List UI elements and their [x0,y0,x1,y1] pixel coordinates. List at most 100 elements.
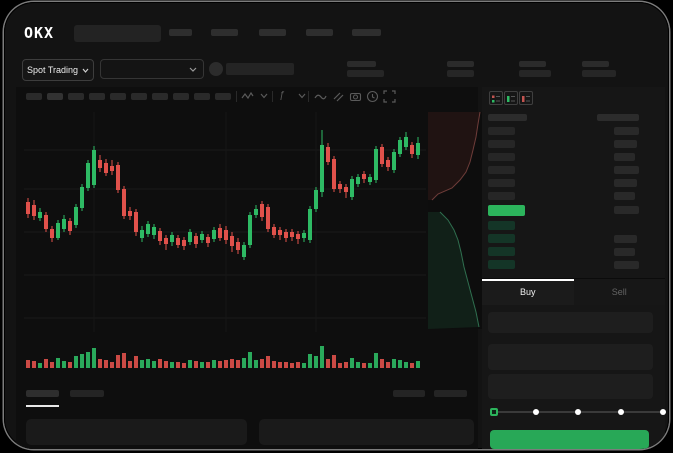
volume-bar [362,363,366,368]
candlestick-chart[interactable] [24,112,426,332]
market-type-selector[interactable]: Spot Trading [22,59,94,81]
candle-body [242,245,246,257]
candle-body [26,202,30,214]
last-price-bar[interactable] [488,205,525,216]
volume-bar [386,362,390,368]
candle-body [68,221,72,231]
tab-sell[interactable]: Sell [573,279,665,305]
timeframe-button[interactable] [215,93,231,100]
volume-bar [140,360,144,368]
candle-body [296,234,300,239]
orderbook-view-bids-icon[interactable] [504,91,518,105]
slider-stop[interactable] [532,409,539,415]
candle-body [80,187,84,208]
candle-body [200,234,204,240]
candle-body [128,211,132,216]
nav-item[interactable] [211,29,238,36]
indicators-icon[interactable]: ƒ [279,90,285,101]
okx-logo: OKX [24,24,55,42]
orderbook-amount-header [597,114,639,121]
orderbook-view-both-icon[interactable] [489,91,503,105]
volume-bar [278,362,282,368]
candle-body [152,227,156,235]
bottom-action[interactable] [434,390,467,397]
fullscreen-icon[interactable] [383,90,396,103]
nav-item[interactable] [352,29,381,36]
chevron-down-icon[interactable] [298,93,306,99]
timeframe-button[interactable] [47,93,63,100]
volume-bar [206,362,210,368]
volume-bar [26,360,30,368]
volume-bar [110,362,114,368]
price-input[interactable] [488,312,653,333]
eraser-icon[interactable] [332,90,345,103]
slider-handle[interactable] [490,408,498,416]
slider-stop[interactable] [575,409,581,415]
chevron-down-icon[interactable] [260,93,268,99]
pair-dropdown[interactable] [100,59,204,79]
drawing-tools-icon[interactable] [314,90,327,103]
depth-chart [428,112,482,329]
volume-bar [290,363,294,368]
volume-bar [404,362,408,368]
timeframe-button[interactable] [152,93,168,100]
candle-body [392,152,396,170]
tab-buy[interactable]: Buy [482,279,574,305]
nav-item[interactable] [259,29,286,36]
volume-bar [122,353,126,368]
volume-bar [62,361,66,368]
candle-body [38,212,42,218]
timeframe-button[interactable] [131,93,147,100]
volume-bar [188,360,192,368]
volume-bar [254,360,258,368]
volume-bar [92,348,96,368]
volume-bar [152,361,156,368]
candle-body [194,236,198,244]
candle-body [110,166,114,171]
chart-type-icon[interactable] [241,90,254,103]
nav-item[interactable] [306,29,333,36]
timeframe-button[interactable] [194,93,210,100]
bottom-action[interactable] [393,390,425,397]
volume-bar [314,356,318,368]
bottom-tab[interactable] [70,390,104,397]
orderbook-view-asks-icon[interactable] [519,91,533,105]
candle-body [266,207,270,229]
candle-body [122,189,126,216]
buy-button[interactable] [490,430,649,449]
candle-body [158,231,162,241]
volume-bar [32,361,36,368]
candle-body [92,150,96,185]
volume-bar [134,356,138,368]
candle-body [374,149,378,180]
volume-bar [212,360,216,368]
volume-bar [272,361,276,368]
volume-bar [326,359,330,368]
total-input[interactable] [488,374,653,399]
volume-bar [416,361,420,368]
amount-input[interactable] [488,344,653,370]
slider-stop[interactable] [660,409,666,415]
volume-chart [26,346,420,368]
orderbook-price-header [488,114,527,121]
nav-item[interactable] [169,29,192,36]
history-clock-icon[interactable] [366,90,379,103]
bottom-tab-active[interactable] [26,390,59,397]
volume-bar [332,355,336,368]
timeframe-button[interactable] [173,93,189,100]
camera-icon[interactable] [349,90,362,103]
candle-body [182,240,186,246]
candle-body [398,140,402,154]
volume-bar [38,363,42,368]
app-window: OKX Spot Trading ƒ [4,2,669,449]
volume-bar [116,355,120,368]
timeframe-button[interactable] [89,93,105,100]
timeframe-button[interactable] [26,93,42,100]
timeframe-button[interactable] [68,93,84,100]
slider-stop[interactable] [617,409,624,415]
bottom-tab-indicator [26,405,59,407]
candle-body [344,187,348,192]
candle-body [146,224,150,234]
timeframe-button[interactable] [110,93,126,100]
search-input[interactable] [74,25,161,42]
